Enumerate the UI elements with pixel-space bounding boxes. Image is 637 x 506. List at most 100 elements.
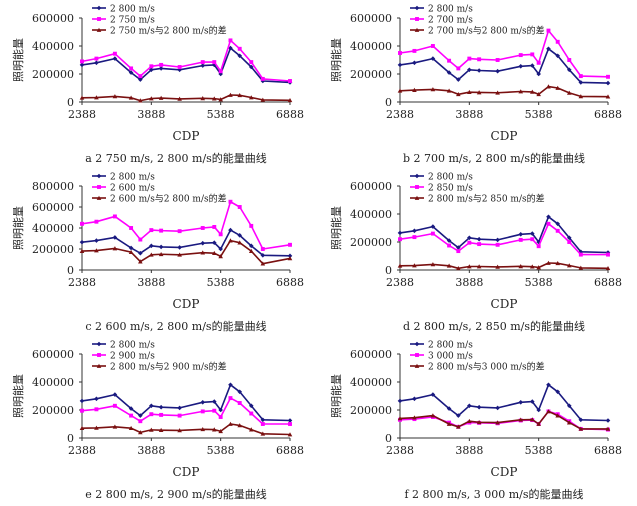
x-tick-label: 2388	[386, 276, 414, 289]
data-point	[397, 230, 403, 236]
y-tick-label: 200000	[350, 68, 392, 81]
x-tick-label: 6888	[594, 108, 622, 121]
data-point	[80, 221, 84, 226]
chart-panel-f: 0 200000 400000 600000 2388 3888 5388 6888 照明能量 C…	[329, 341, 622, 502]
data-point	[128, 95, 134, 100]
series-line	[81, 423, 291, 436]
data-point	[177, 252, 182, 257]
panel-caption: a 2 750 m/s, 2 800 m/s的能量曲线	[85, 151, 267, 165]
data-point	[287, 98, 293, 103]
chart-panel-a: 0 200000 400000 600000 2388 3888 5388 6888 照明能量 C…	[11, 5, 304, 166]
legend-entry: 2 800 m/s	[92, 341, 155, 351]
data-point	[112, 403, 117, 408]
data-point	[177, 413, 182, 418]
data-point	[237, 92, 243, 98]
y-tick-label: 400000	[32, 222, 74, 235]
x-tick-label: 5388	[525, 108, 553, 121]
data-point	[412, 415, 417, 420]
data-point	[397, 88, 403, 93]
data-point	[260, 431, 266, 436]
legend-entry: 2 800 m/s	[410, 173, 473, 183]
chart-panel-b: 0 200000 400000 600000 2388 3888 5388 6888 照明能量 C…	[329, 5, 622, 166]
data-point	[218, 97, 223, 102]
series-2	[80, 396, 292, 426]
data-point	[158, 427, 164, 432]
data-point	[476, 404, 482, 410]
legend-marker	[414, 341, 420, 347]
series-3	[397, 260, 611, 271]
data-point	[128, 70, 134, 75]
series-line	[81, 39, 291, 82]
y-tick-label: 0	[385, 96, 392, 109]
data-point	[212, 408, 217, 413]
series-3	[397, 409, 611, 431]
data-point	[430, 231, 435, 236]
data-point	[578, 265, 584, 270]
data-point	[605, 418, 611, 423]
panel-caption: f 2 800 m/s, 3 000 m/s的能量曲线	[404, 487, 583, 501]
data-point	[430, 87, 436, 92]
data-point	[128, 425, 134, 431]
legend-entry: 2 600 m/s与2 800 m/s的差	[92, 193, 227, 205]
data-point	[177, 245, 182, 250]
data-point	[149, 96, 154, 101]
data-point	[112, 214, 117, 219]
data-point	[555, 85, 561, 90]
x-tick-label: 3888	[137, 108, 165, 121]
data-point	[260, 97, 266, 102]
data-point	[200, 427, 206, 432]
data-point	[546, 382, 551, 388]
data-point	[555, 413, 561, 418]
panel-caption: c 2 600 m/s, 2 800 m/s的能量曲线	[85, 319, 266, 333]
data-point	[200, 250, 206, 255]
y-axis-label: 照明能量	[11, 206, 25, 250]
data-point	[228, 238, 233, 243]
data-point	[138, 74, 143, 79]
data-point	[128, 249, 134, 254]
data-point	[218, 254, 223, 259]
data-point	[94, 407, 99, 412]
data-point	[536, 265, 541, 270]
data-point	[149, 67, 154, 73]
x-tick-label: 5388	[525, 276, 553, 289]
panel-caption: e 2 800 m/s, 2 900 m/s的能量曲线	[85, 487, 267, 501]
y-tick-label: 600000	[32, 201, 74, 214]
legend-entry: 2 800 m/s与2 850 m/s的差	[410, 193, 545, 205]
data-point	[412, 87, 417, 92]
legend-marker	[97, 17, 101, 21]
data-point	[476, 90, 482, 95]
data-point	[200, 400, 206, 405]
legend-marker	[97, 185, 101, 189]
series-line	[399, 222, 608, 256]
data-point	[518, 417, 524, 422]
data-point	[467, 89, 472, 95]
data-point	[536, 407, 541, 413]
data-point	[397, 398, 403, 404]
data-point	[260, 76, 265, 81]
data-point	[237, 423, 243, 428]
legend-entry: 2 850 m/s	[410, 184, 473, 194]
series-3	[79, 238, 293, 266]
y-tick-label: 0	[67, 432, 74, 445]
data-point	[397, 62, 403, 68]
data-point	[397, 416, 403, 421]
data-point	[566, 235, 572, 241]
series-line	[81, 397, 290, 425]
data-point	[546, 409, 551, 414]
data-point	[447, 58, 452, 63]
legend-label: 2 800 m/s与2 900 m/s的差	[110, 361, 227, 373]
series-line	[81, 47, 291, 84]
data-point	[79, 95, 85, 100]
data-point	[467, 67, 472, 73]
data-point	[546, 46, 551, 52]
data-point	[578, 417, 584, 423]
data-point	[530, 237, 535, 242]
legend-marker	[414, 195, 420, 200]
y-axis-label: 照明能量	[329, 38, 343, 82]
y-tick-label: 600000	[32, 12, 74, 25]
y-tick-label: 200000	[350, 236, 392, 249]
legend-marker	[414, 5, 420, 11]
data-point	[249, 411, 254, 416]
legend-entry: 2 700 m/s	[410, 16, 473, 26]
data-point	[138, 250, 143, 256]
